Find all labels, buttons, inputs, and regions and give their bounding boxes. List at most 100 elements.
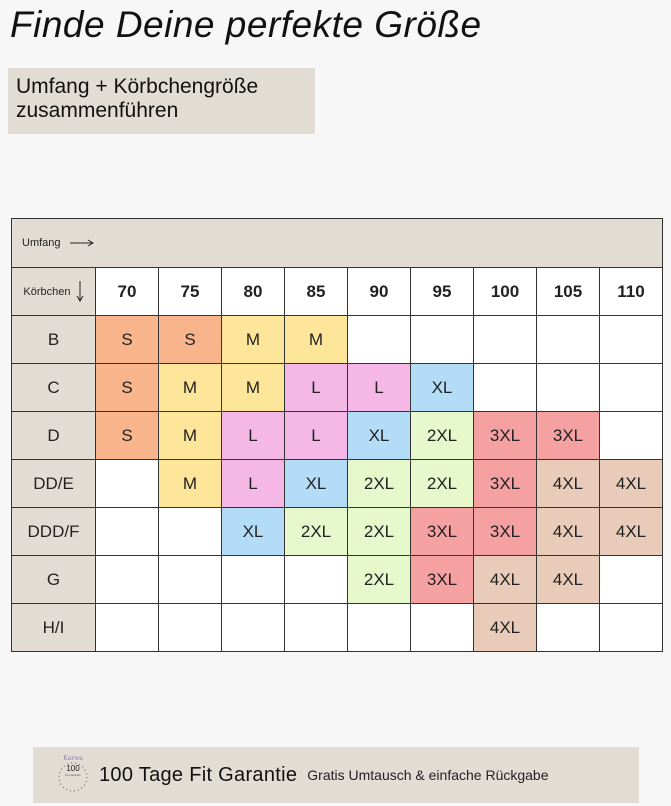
page-title: Finde Deine perfekte Größe: [10, 4, 482, 45]
column-header-95: 95: [410, 267, 474, 316]
seal-subtext: Fit Garantie: [65, 773, 81, 777]
column-header-90: 90: [347, 267, 411, 316]
size-cell: 4XL: [536, 507, 600, 556]
size-cell: L: [284, 363, 348, 412]
size-cell: 3XL: [473, 507, 537, 556]
size-cell: [410, 315, 474, 364]
size-cell: [95, 555, 159, 604]
row-label-cup: B: [11, 315, 96, 364]
size-cell: M: [221, 363, 285, 412]
size-cell: 3XL: [536, 411, 600, 460]
size-cell: [473, 315, 537, 364]
row-label-cup: C: [11, 363, 96, 412]
size-cell: [221, 555, 285, 604]
size-cell: L: [221, 411, 285, 460]
arrow-down-icon: [76, 280, 84, 302]
row-label-cup: D: [11, 411, 96, 460]
size-cell: XL: [410, 363, 474, 412]
size-cell: [410, 603, 474, 652]
size-cell: L: [221, 459, 285, 508]
column-header-105: 105: [536, 267, 600, 316]
size-cell: 4XL: [473, 603, 537, 652]
column-header-110: 110: [599, 267, 663, 316]
size-cell: 2XL: [347, 459, 411, 508]
size-cell: 3XL: [473, 411, 537, 460]
size-cell: [536, 363, 600, 412]
size-cell: 2XL: [410, 411, 474, 460]
column-header-75: 75: [158, 267, 222, 316]
size-cell: [158, 603, 222, 652]
size-cell: [599, 603, 663, 652]
size-cell: [284, 603, 348, 652]
size-cell: [347, 315, 411, 364]
guarantee-subtext: Gratis Umtausch & einfache Rückgabe: [307, 767, 549, 783]
size-cell: S: [95, 363, 159, 412]
size-cell: 4XL: [536, 555, 600, 604]
size-cell: [599, 555, 663, 604]
size-cell: 2XL: [347, 555, 411, 604]
column-header-70: 70: [95, 267, 159, 316]
size-cell: 4XL: [599, 459, 663, 508]
size-cell: [95, 459, 159, 508]
fit-guarantee-banner: Karwa 100 Fit Garantie 100 Tage Fit Gara…: [33, 747, 639, 803]
size-cell: S: [95, 411, 159, 460]
table-row: G 2XL 3XL 4XL 4XL: [11, 555, 663, 604]
table-row: C S M M L L XL: [11, 363, 663, 412]
size-cell: 4XL: [599, 507, 663, 556]
table-row: DD/E M L XL 2XL 2XL 3XL 4XL 4XL: [11, 459, 663, 508]
seal-brand: Karwa: [63, 755, 83, 762]
subtitle-text: Umfang + Körbchengröße zusammenführen: [16, 75, 259, 122]
size-cell: 2XL: [410, 459, 474, 508]
size-cell: S: [95, 315, 159, 364]
size-cell: [158, 507, 222, 556]
row-label-cup: DDD/F: [11, 507, 96, 556]
table-row: D S M L L XL 2XL 3XL 3XL: [11, 411, 663, 460]
size-cell: [347, 603, 411, 652]
row-label-cup: G: [11, 555, 96, 604]
size-cell: [599, 411, 663, 460]
size-cell: M: [158, 363, 222, 412]
umfang-header: Umfang: [11, 218, 663, 268]
size-cell: XL: [284, 459, 348, 508]
size-cell: XL: [347, 411, 411, 460]
umfang-label: Umfang: [22, 237, 61, 249]
size-cell: M: [284, 315, 348, 364]
size-cell: M: [221, 315, 285, 364]
size-cell: [473, 363, 537, 412]
size-cell: [95, 507, 159, 556]
seal-number: 100: [66, 764, 80, 773]
size-cell: [536, 315, 600, 364]
size-cell: [599, 315, 663, 364]
size-cell: 4XL: [473, 555, 537, 604]
size-cell: [536, 603, 600, 652]
size-cell: [158, 555, 222, 604]
row-label-cup: DD/E: [11, 459, 96, 508]
size-cell: [599, 363, 663, 412]
size-cell: 3XL: [410, 507, 474, 556]
koerbchen-header: Körbchen: [11, 267, 96, 316]
size-cell: [221, 603, 285, 652]
row-label-cup: H/I: [11, 603, 96, 652]
column-header-100: 100: [473, 267, 537, 316]
subtitle-box: Umfang + Körbchengröße zusammenführen: [8, 68, 315, 134]
size-cell: L: [284, 411, 348, 460]
size-cell: M: [158, 459, 222, 508]
size-cell: [284, 555, 348, 604]
size-cell: [95, 603, 159, 652]
size-cell: L: [347, 363, 411, 412]
guarantee-title: 100 Tage Fit Garantie: [99, 763, 298, 786]
size-cell: 3XL: [410, 555, 474, 604]
size-cell: XL: [221, 507, 285, 556]
guarantee-seal: Karwa 100 Fit Garantie: [55, 755, 91, 795]
size-cell: 3XL: [473, 459, 537, 508]
size-cell: 2XL: [347, 507, 411, 556]
seal-ring-icon: [58, 762, 88, 792]
table-row: H/I 4XL: [11, 603, 663, 652]
size-cell: 2XL: [284, 507, 348, 556]
koerbchen-label: Körbchen: [23, 285, 71, 298]
arrow-right-icon: [69, 239, 94, 247]
column-header-80: 80: [221, 267, 285, 316]
table-row: DDD/F XL 2XL 2XL 3XL 3XL 4XL 4XL: [11, 507, 663, 556]
